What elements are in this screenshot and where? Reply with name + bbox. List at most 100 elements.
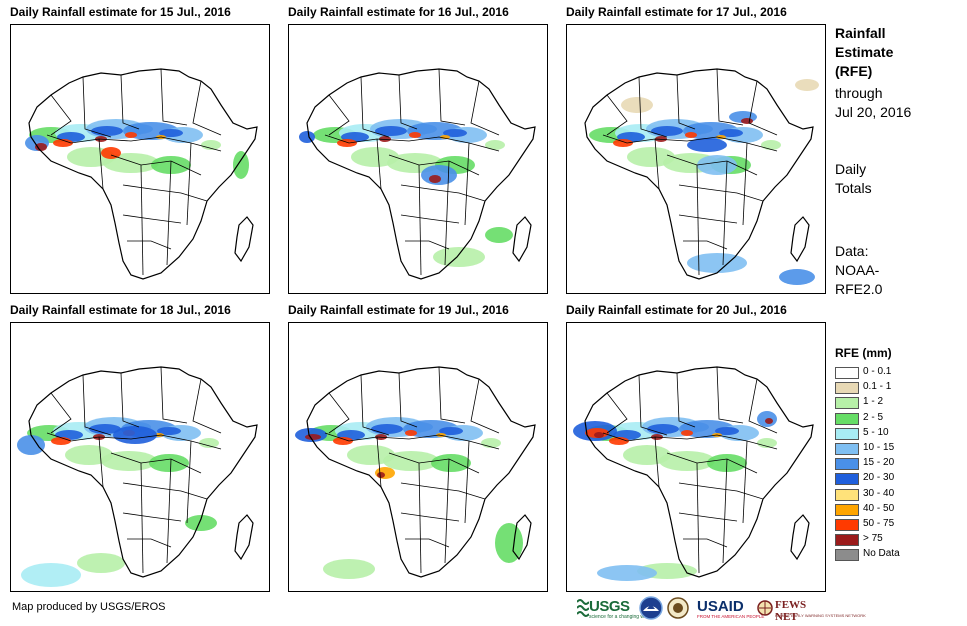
rainfall-patch bbox=[659, 451, 715, 471]
rainfall-patch bbox=[651, 126, 683, 136]
legend-item: 1 - 2 bbox=[835, 395, 892, 410]
country-border bbox=[110, 452, 202, 474]
country-border bbox=[127, 240, 172, 250]
legend-swatch bbox=[835, 473, 859, 486]
legend-swatch bbox=[835, 412, 859, 425]
map-credit: Map produced by USGS/EROS bbox=[12, 601, 166, 613]
rainfall-patch bbox=[377, 472, 385, 478]
country-border bbox=[376, 138, 382, 190]
country-border bbox=[606, 94, 628, 136]
country-border bbox=[405, 240, 450, 250]
rainfall-patch bbox=[757, 438, 777, 448]
legend-label: 40 - 50 bbox=[863, 502, 895, 514]
rainfall-patch bbox=[375, 467, 395, 479]
country-border bbox=[160, 68, 188, 126]
rainfall-patch bbox=[375, 126, 407, 136]
country-border bbox=[122, 512, 182, 522]
country-border bbox=[470, 378, 500, 434]
rainfall-patch bbox=[409, 132, 421, 138]
rainfall-patch bbox=[697, 155, 737, 175]
country-border bbox=[638, 374, 668, 436]
legend-label: 20 - 30 bbox=[863, 472, 895, 484]
rainfall-patch bbox=[53, 139, 73, 147]
rainfall-patch bbox=[613, 139, 633, 147]
rainfall-patch bbox=[379, 136, 391, 142]
rainfall-patch bbox=[371, 424, 403, 434]
country-border bbox=[748, 80, 778, 136]
legend-swatch bbox=[835, 458, 859, 471]
country-border bbox=[722, 458, 728, 564]
country-border bbox=[676, 372, 696, 428]
legend-swatch bbox=[835, 367, 859, 379]
legend-label: 2 - 5 bbox=[863, 411, 884, 423]
country-border bbox=[606, 392, 628, 434]
rainfall-patch bbox=[351, 147, 399, 167]
legend-label: 50 - 75 bbox=[863, 517, 895, 529]
africa-coastline bbox=[28, 366, 258, 578]
country-border bbox=[140, 164, 144, 276]
rainfall-patch bbox=[685, 132, 697, 138]
country-border bbox=[360, 374, 390, 436]
rainfall-patch bbox=[429, 175, 441, 183]
usaid-wordmark: USAID bbox=[697, 598, 744, 615]
country-border bbox=[400, 482, 486, 500]
rainfall-patch bbox=[125, 132, 137, 138]
country-border bbox=[160, 366, 188, 424]
rainfall-patch bbox=[91, 126, 123, 136]
rainfall-patch bbox=[647, 424, 679, 434]
legend-item: 15 - 20 bbox=[835, 456, 894, 471]
data-source-line: NOAA- bbox=[835, 262, 880, 278]
rainfall-patch bbox=[77, 553, 125, 573]
legend-item: 40 - 50 bbox=[835, 502, 895, 517]
country-border bbox=[186, 142, 192, 226]
rainfall-patch bbox=[101, 451, 157, 471]
panel-title: Daily Rainfall estimate for 17 Jul., 201… bbox=[566, 5, 787, 19]
fews-wordmark: FEWS NET bbox=[775, 599, 807, 623]
country-border bbox=[666, 452, 758, 474]
rainfall-patch bbox=[17, 435, 45, 455]
africa-map bbox=[584, 68, 819, 285]
country-border bbox=[82, 76, 112, 138]
rainfall-patch bbox=[405, 430, 417, 436]
rainfall-patch bbox=[623, 445, 671, 465]
rainfall-patch bbox=[89, 424, 121, 434]
legend-label: 30 - 40 bbox=[863, 487, 895, 499]
rainfall-patch bbox=[594, 432, 604, 438]
country-border bbox=[50, 94, 72, 136]
madagascar-coastline bbox=[512, 514, 532, 561]
rainfall-patch bbox=[443, 129, 467, 137]
country-border bbox=[186, 440, 192, 524]
rainfall-patch bbox=[779, 269, 815, 285]
country-border bbox=[120, 372, 140, 428]
africa-map bbox=[295, 366, 536, 579]
country-border bbox=[418, 164, 422, 276]
usgs-tagline: science for a changing world bbox=[589, 614, 653, 620]
africa-coastline bbox=[584, 68, 814, 280]
legend-label: 1 - 2 bbox=[863, 396, 884, 408]
legend-label: > 75 bbox=[863, 533, 883, 545]
legend-swatch bbox=[835, 549, 859, 562]
rainfall-patch bbox=[609, 437, 629, 445]
rainfall-patch bbox=[485, 140, 505, 150]
rainfall-patch bbox=[323, 559, 375, 579]
rainfall-patch bbox=[149, 454, 189, 472]
rainfall-patch bbox=[621, 97, 653, 113]
country-border bbox=[110, 154, 202, 176]
rainfall-patch bbox=[439, 427, 463, 435]
madagascar-coastline bbox=[234, 514, 254, 561]
country-border bbox=[398, 372, 418, 428]
legend-swatch bbox=[835, 534, 859, 547]
country-border bbox=[400, 512, 460, 522]
daily-totals: Daily Totals bbox=[835, 160, 872, 198]
country-border bbox=[666, 154, 758, 176]
rainfall-patch bbox=[185, 515, 217, 531]
country-border bbox=[696, 164, 700, 276]
country-border bbox=[678, 214, 738, 224]
rainfall-patch bbox=[685, 124, 713, 134]
rainfall-patch bbox=[347, 445, 395, 465]
rainfall-patch bbox=[233, 151, 249, 179]
rainfall-patch bbox=[199, 438, 219, 448]
africa-map bbox=[573, 366, 814, 581]
country-border bbox=[120, 74, 140, 130]
legend-item: No Data bbox=[835, 547, 900, 562]
